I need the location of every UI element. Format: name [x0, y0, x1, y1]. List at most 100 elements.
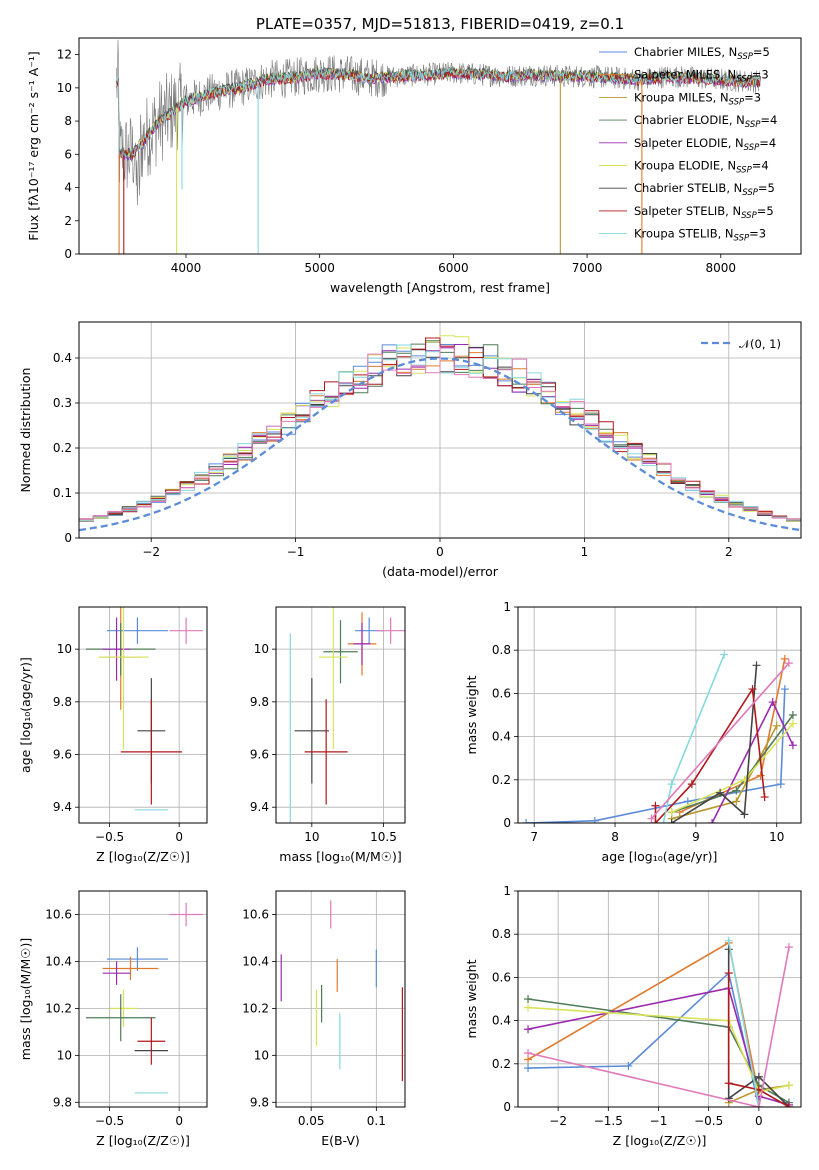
data-point-marker	[647, 814, 656, 823]
data-point-marker	[754, 1072, 763, 1081]
y-tick-label: 1	[503, 884, 511, 898]
model-spectrum-krou_stelib	[116, 67, 761, 159]
panel-spectrum: 4000 5000 6000 7000 8000 0 2 4 6 8 10 12 wavelength …	[26, 15, 802, 295]
legend-value: =5	[758, 181, 775, 195]
x-tick-label: 0	[175, 1114, 183, 1128]
data-point-marker	[687, 780, 696, 789]
y-tick-label: 8	[64, 114, 72, 128]
y-tick-label: 0.2	[492, 773, 511, 787]
legend-subscript: SSP	[745, 120, 761, 130]
y-tick-label: 0	[64, 247, 72, 261]
y-tick-label: 0.3	[53, 396, 72, 410]
x-tick-label: −1	[650, 1114, 668, 1128]
legend-entry: Chabrier MILES, NSSP=5	[634, 45, 770, 62]
x-tick-label: 4000	[171, 261, 202, 275]
panel-mass-vs-metallicity: −0.5 0 9.8 10 10.2 10.4 10.6 Z [log₁₀(Z/Z☉)] mas…	[18, 890, 208, 1148]
y-tick-label: 9.8	[250, 695, 269, 709]
legend-entry: Kroupa STELIB, NSSP=3	[634, 227, 766, 244]
y-tick-label: 0	[503, 816, 511, 830]
x-tick-label: 2	[725, 545, 733, 559]
data-point-marker	[524, 1049, 533, 1057]
axes-frame	[78, 321, 802, 539]
data-point-marker	[780, 685, 789, 694]
x-tick-label: −2	[549, 1114, 567, 1128]
plot-area	[85, 902, 203, 1094]
x-tick-label: 8000	[706, 261, 737, 275]
data-point-marker	[667, 780, 676, 789]
data-point-marker	[724, 969, 733, 978]
x-tick-label: −1	[287, 545, 305, 559]
x-tick-label: 7000	[572, 261, 603, 275]
data-point-marker	[752, 661, 761, 670]
data-point-marker	[776, 780, 785, 789]
x-tick-label: 0.1	[367, 1114, 386, 1128]
data-point-marker	[788, 719, 797, 728]
x-tick-label: 10.5	[370, 830, 397, 844]
y-tick-label: 9.4	[250, 800, 269, 814]
panel-age-vs-mass: 10 10.5 9.4 9.6 9.8 10 mass [log₁₀(M/M☉)]	[250, 606, 406, 864]
y-tick-label: 1	[503, 600, 511, 614]
x-axis-label: Z [log₁₀(Z/Z☉)]	[96, 849, 190, 864]
y-axis-label: Normed distribution	[18, 368, 33, 493]
x-tick-label: 10	[769, 830, 784, 844]
legend-label: Kroupa STELIB, N	[634, 227, 734, 241]
y-tick-label: 0.6	[492, 686, 511, 700]
data-point-marker	[748, 685, 757, 694]
data-point-marker	[754, 1103, 763, 1107]
y-axis-label: mass weight	[464, 959, 479, 1038]
x-axis-label: mass [log₁₀(M/M☉)]	[279, 849, 401, 864]
data-point-marker	[788, 711, 797, 719]
x-tick-label: 1	[581, 545, 589, 559]
series-line	[527, 1006, 790, 1093]
legend-label: Chabrier STELIB, N	[634, 181, 742, 195]
x-tick-label: 5000	[304, 261, 335, 275]
data-point-marker	[524, 1003, 533, 1012]
series-line	[671, 665, 758, 823]
series-line	[527, 941, 760, 1097]
legend-value: =4	[759, 136, 776, 150]
y-tick-label: 10.4	[45, 954, 72, 968]
y-tick-label: 9.6	[250, 748, 269, 762]
data-point-marker	[732, 786, 741, 795]
y-tick-label: 10.6	[45, 907, 72, 921]
axes-frame	[275, 890, 406, 1108]
legend-subscript: SSP	[737, 52, 753, 62]
data-point-marker	[651, 801, 660, 810]
data-point-marker	[784, 659, 793, 668]
y-tick-label: 0.2	[53, 441, 72, 455]
data-point-marker	[708, 819, 717, 823]
legend-entry: Chabrier ELODIE, NSSP=4	[634, 113, 777, 130]
legend-subscript: SSP	[736, 166, 752, 176]
y-axis-label: age [log₁₀(age/yr)]	[18, 657, 33, 773]
legend-subscript: SSP	[741, 211, 757, 221]
x-tick-label: −0.5	[694, 1114, 723, 1128]
data-point-marker	[784, 943, 793, 952]
y-axis-label: mass [log₁₀(M/M☉)]	[18, 938, 33, 1060]
y-tick-label: 0	[64, 531, 72, 545]
legend-entry: Salpeter ELODIE, NSSP=4	[634, 136, 776, 153]
chart-title: PLATE=0357, MJD=51813, FIBERID=0419, z=0…	[256, 15, 624, 33]
panel-mass-weight-vs-metallicity: −2 −1.5 −1 −0.5 0 0 0.2 0.4 0.6 0.8 1 Z [log₁₀(Z/Z☉…	[464, 884, 802, 1148]
normal-curve	[79, 357, 801, 532]
model-spectrum-chab_stelib	[116, 66, 761, 158]
x-tick-label: −2	[142, 545, 160, 559]
y-tick-label: 0.8	[492, 927, 511, 941]
data-point-marker	[784, 1081, 793, 1090]
y-tick-label: 10	[57, 1048, 72, 1062]
x-tick-label: 7	[530, 830, 538, 844]
y-tick-label: 10.2	[242, 1001, 269, 1015]
series-line	[527, 947, 790, 1107]
data-point-marker	[524, 995, 533, 1003]
legend-label: Chabrier ELODIE, N	[634, 113, 745, 127]
panel-age-vs-metallicity: −0.5 0 9.4 9.6 9.8 10 Z [log₁₀(Z/Z☉)] age [log₁…	[18, 606, 208, 864]
legend-label: Chabrier MILES, N	[634, 45, 737, 59]
legend-label: Kroupa MILES, N	[634, 90, 729, 104]
plot-area	[522, 650, 797, 823]
y-tick-label: 0.4	[492, 730, 511, 744]
legend-entry: Salpeter MILES, NSSP=3	[634, 68, 769, 85]
y-tick-label: 10	[254, 642, 269, 656]
data-point-marker	[768, 698, 777, 707]
data-point-marker	[732, 797, 741, 806]
data-point-marker	[772, 721, 781, 730]
data-point-marker	[524, 1064, 533, 1073]
